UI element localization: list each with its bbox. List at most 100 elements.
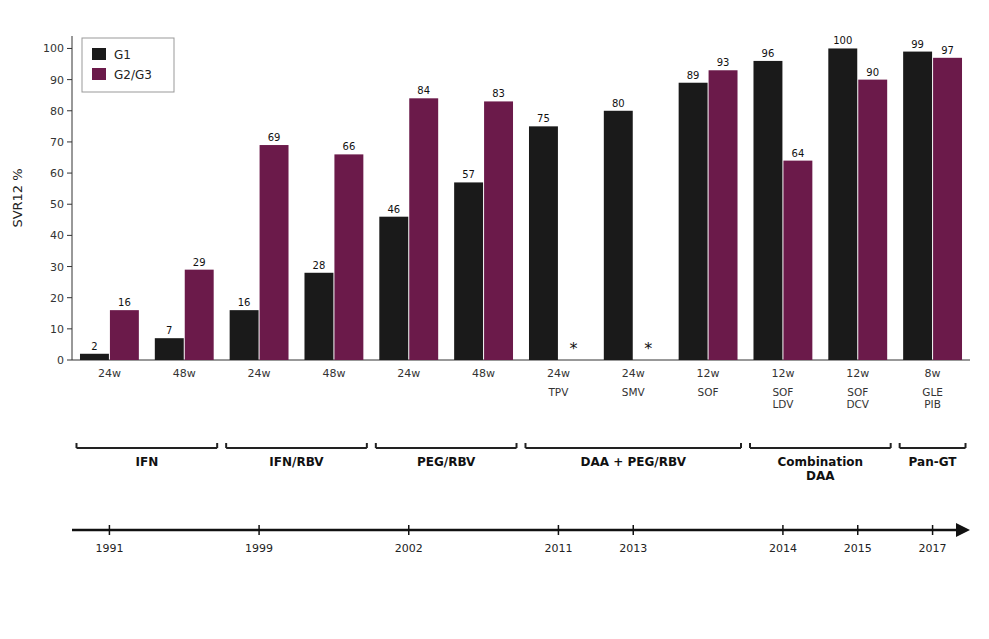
data-label: 16	[118, 297, 131, 308]
drug-label: GLEPIB	[922, 386, 943, 410]
y-tick	[67, 48, 72, 49]
era-line	[750, 447, 891, 449]
y-tick	[67, 79, 72, 80]
data-label: 83	[492, 88, 505, 99]
data-label: 90	[866, 67, 879, 78]
timeline-tick	[258, 525, 260, 535]
y-tick-label: 90	[50, 74, 64, 87]
x-tick-label: 12w	[697, 367, 720, 380]
data-label: 75	[537, 113, 550, 124]
timeline-tick	[408, 525, 410, 535]
x-tick-label: 24w	[547, 367, 570, 380]
eras: IFNIFN/RBVPEG/RBVDAA + PEG/RBVCombinatio…	[76, 443, 965, 483]
x-tick-label: 24w	[397, 367, 420, 380]
data-labels: 27162846577580899610099162969668483**936…	[91, 35, 954, 358]
drug-label: SOFLDV	[772, 386, 794, 410]
era-label: IFN/RBV	[269, 455, 324, 469]
data-label: 80	[612, 98, 625, 109]
y-tick-label: 80	[50, 105, 64, 118]
data-label: 64	[792, 148, 805, 159]
legend-box	[82, 38, 174, 92]
missing-marker: *	[644, 339, 652, 358]
y-tick-label: 0	[57, 354, 64, 367]
chart: 0102030405060708090100SVR12 %24w48w24w48…	[0, 0, 989, 639]
era-line	[376, 447, 517, 449]
y-tick	[67, 204, 72, 205]
legend-label: G2/G3	[114, 68, 152, 82]
x-tick-label: 24w	[98, 367, 121, 380]
y-tick	[67, 110, 72, 111]
bar	[933, 58, 962, 360]
y-tick	[67, 235, 72, 236]
timeline-arrow	[72, 529, 958, 532]
data-label: 96	[762, 48, 775, 59]
y-axis: 0102030405060708090100	[43, 36, 72, 367]
data-label: 29	[193, 257, 206, 268]
bar	[155, 338, 184, 360]
year-label: 1999	[245, 542, 273, 555]
drug-label: SMV	[622, 386, 646, 398]
bar	[604, 111, 633, 360]
bar	[185, 270, 214, 360]
timeline-tick	[857, 525, 859, 535]
timeline: 19911999200220112013201420152017	[72, 523, 970, 555]
missing-marker: *	[569, 339, 577, 358]
x-tick-label: 24w	[622, 367, 645, 380]
drug-labels: TPV SMV SOF SOFLDV SOFDCV GLEPIB	[547, 386, 942, 410]
data-label: 69	[268, 132, 281, 143]
legend-swatch	[92, 48, 106, 60]
bar	[484, 101, 513, 360]
y-tick-label: 10	[50, 323, 64, 336]
y-tick-label: 70	[50, 136, 64, 149]
era-line-end	[524, 443, 526, 448]
y-tick-label: 100	[43, 42, 64, 55]
y-tick-label: 40	[50, 229, 64, 242]
legend-swatch	[92, 68, 106, 80]
bar	[379, 217, 408, 360]
data-label: 2	[91, 341, 97, 352]
bar	[304, 273, 333, 360]
data-label: 16	[238, 297, 251, 308]
data-label: 57	[462, 169, 475, 180]
y-tick-label: 50	[50, 198, 64, 211]
era-label: DAA + PEG/RBV	[581, 455, 687, 469]
year-label: 2015	[844, 542, 872, 555]
data-label: 46	[387, 204, 400, 215]
bar	[828, 48, 857, 360]
data-label: 93	[717, 57, 730, 68]
x-tick-label: 12w	[771, 367, 794, 380]
y-tick	[67, 266, 72, 267]
y-axis-label: SVR12 %	[10, 168, 25, 227]
era-line-end	[366, 443, 368, 448]
bar	[454, 182, 483, 360]
timeline-tick	[932, 525, 934, 535]
bar	[858, 80, 887, 360]
era-line-end	[899, 443, 901, 448]
legend: G1G2/G3	[82, 38, 174, 92]
era-line-end	[749, 443, 751, 448]
y-tick-label: 20	[50, 292, 64, 305]
bar	[80, 354, 109, 360]
year-label: 2013	[619, 542, 647, 555]
y-axis-line	[72, 36, 73, 360]
timeline-arrow-head	[956, 523, 970, 537]
era-line-end	[375, 443, 377, 448]
era-label: Pan-GT	[909, 455, 958, 469]
year-label: 1991	[95, 542, 123, 555]
era-line-end	[740, 443, 742, 448]
drug-label: SOF	[698, 386, 719, 398]
drug-label: SOFDCV	[846, 386, 869, 410]
timeline-tick	[633, 525, 635, 535]
bars	[80, 48, 962, 360]
era-line	[76, 447, 217, 449]
y-tick	[67, 328, 72, 329]
era-line	[525, 447, 741, 449]
x-axis: 24w48w24w48w24w48w24w24w12w12w12w8w	[72, 360, 970, 380]
y-tick	[67, 360, 72, 361]
data-label: 97	[941, 45, 954, 56]
era-line	[900, 447, 966, 449]
era-line-end	[965, 443, 967, 448]
data-label: 66	[343, 141, 356, 152]
drug-label: TPV	[547, 386, 569, 398]
era-line-end	[890, 443, 892, 448]
